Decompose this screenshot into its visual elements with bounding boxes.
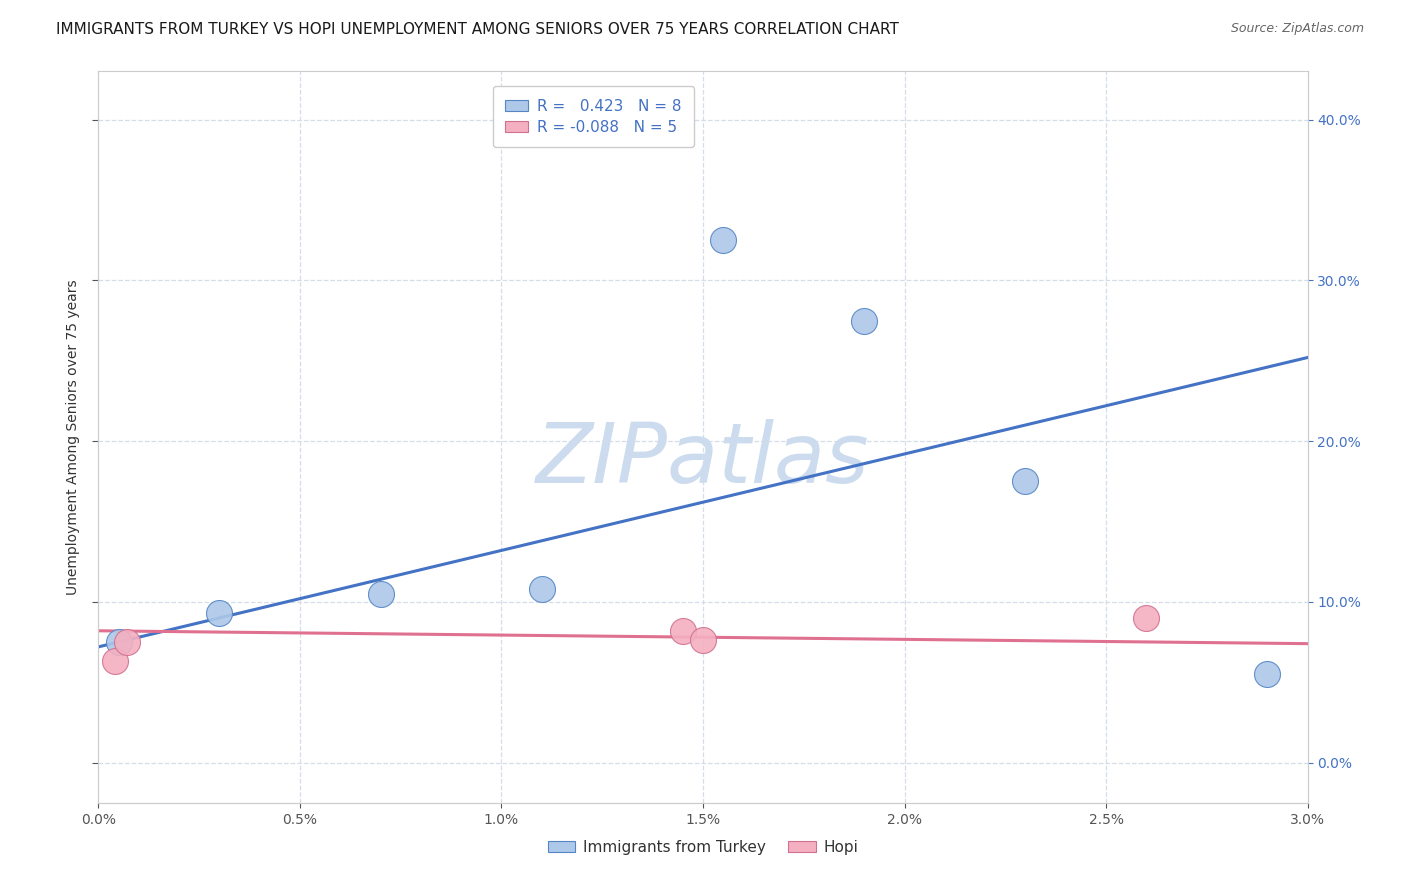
Point bbox=[103, 654, 125, 668]
Point bbox=[370, 587, 392, 601]
Point bbox=[208, 606, 231, 620]
Point bbox=[711, 233, 734, 247]
Point bbox=[1135, 611, 1157, 625]
Point bbox=[107, 635, 129, 649]
Text: ZIPatlas: ZIPatlas bbox=[536, 418, 870, 500]
Point bbox=[1014, 475, 1036, 489]
Text: Source: ZipAtlas.com: Source: ZipAtlas.com bbox=[1230, 22, 1364, 36]
Point bbox=[530, 582, 553, 596]
Legend: Immigrants from Turkey, Hopi: Immigrants from Turkey, Hopi bbox=[541, 834, 865, 861]
Y-axis label: Unemployment Among Seniors over 75 years: Unemployment Among Seniors over 75 years bbox=[66, 279, 80, 595]
Point bbox=[672, 624, 695, 638]
Point bbox=[115, 635, 138, 649]
Point bbox=[853, 313, 876, 327]
Point bbox=[1256, 667, 1278, 681]
Text: IMMIGRANTS FROM TURKEY VS HOPI UNEMPLOYMENT AMONG SENIORS OVER 75 YEARS CORRELAT: IMMIGRANTS FROM TURKEY VS HOPI UNEMPLOYM… bbox=[56, 22, 898, 37]
Point bbox=[692, 633, 714, 648]
